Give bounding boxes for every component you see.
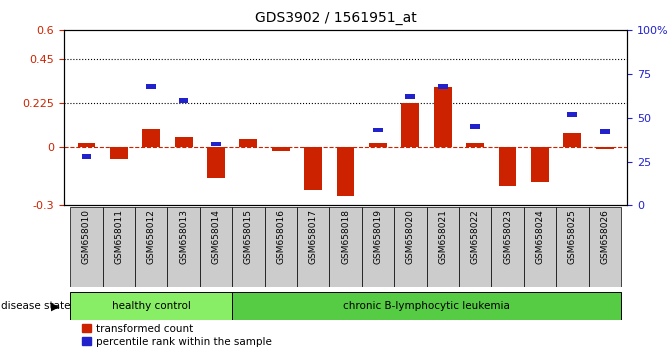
Bar — [110, 147, 127, 159]
Bar — [82, 154, 91, 159]
Text: healthy control: healthy control — [112, 301, 191, 311]
FancyBboxPatch shape — [167, 207, 200, 287]
Bar — [304, 147, 322, 190]
FancyBboxPatch shape — [70, 292, 232, 320]
FancyBboxPatch shape — [556, 207, 588, 287]
Text: chronic B-lymphocytic leukemia: chronic B-lymphocytic leukemia — [343, 301, 510, 311]
FancyBboxPatch shape — [362, 207, 394, 287]
FancyBboxPatch shape — [491, 207, 524, 287]
Text: GSM658017: GSM658017 — [309, 210, 317, 264]
FancyBboxPatch shape — [394, 207, 427, 287]
Text: GSM658026: GSM658026 — [601, 210, 609, 264]
Bar — [78, 143, 95, 147]
Bar — [596, 147, 613, 149]
Text: GSM658024: GSM658024 — [535, 210, 544, 264]
Text: GSM658021: GSM658021 — [438, 210, 448, 264]
Bar — [174, 137, 193, 147]
Bar — [470, 124, 480, 129]
Text: GSM658014: GSM658014 — [211, 210, 221, 264]
Bar — [146, 84, 156, 88]
Text: GSM658013: GSM658013 — [179, 210, 188, 264]
Bar — [240, 139, 257, 147]
FancyBboxPatch shape — [70, 207, 103, 287]
Bar — [499, 147, 517, 186]
FancyBboxPatch shape — [200, 207, 232, 287]
FancyBboxPatch shape — [459, 207, 491, 287]
Bar — [466, 143, 484, 147]
Text: GSM658016: GSM658016 — [276, 210, 285, 264]
Bar — [531, 147, 549, 182]
FancyBboxPatch shape — [524, 207, 556, 287]
Text: GSM658011: GSM658011 — [114, 210, 123, 264]
FancyBboxPatch shape — [588, 207, 621, 287]
Bar — [401, 103, 419, 147]
Bar — [373, 127, 383, 132]
Text: GSM658022: GSM658022 — [470, 210, 480, 264]
FancyBboxPatch shape — [264, 207, 297, 287]
Text: GSM658015: GSM658015 — [244, 210, 253, 264]
Bar — [207, 147, 225, 178]
Text: GSM658019: GSM658019 — [374, 210, 382, 264]
Bar — [405, 94, 415, 99]
Bar — [178, 98, 189, 103]
Text: disease state: disease state — [1, 301, 71, 311]
Text: GSM658025: GSM658025 — [568, 210, 577, 264]
Bar — [564, 133, 581, 147]
FancyBboxPatch shape — [232, 292, 621, 320]
Bar — [272, 147, 290, 151]
Bar — [434, 86, 452, 147]
FancyBboxPatch shape — [103, 207, 135, 287]
Bar — [600, 129, 609, 134]
FancyBboxPatch shape — [135, 207, 167, 287]
FancyBboxPatch shape — [329, 207, 362, 287]
Bar — [438, 84, 448, 88]
FancyBboxPatch shape — [232, 207, 264, 287]
Text: GSM658020: GSM658020 — [406, 210, 415, 264]
Legend: transformed count, percentile rank within the sample: transformed count, percentile rank withi… — [83, 324, 272, 347]
FancyBboxPatch shape — [427, 207, 459, 287]
Bar — [568, 112, 577, 116]
Text: GSM658010: GSM658010 — [82, 210, 91, 264]
FancyBboxPatch shape — [297, 207, 329, 287]
Bar — [337, 147, 354, 195]
Text: GSM658023: GSM658023 — [503, 210, 512, 264]
Bar — [369, 143, 387, 147]
Text: GSM658018: GSM658018 — [341, 210, 350, 264]
Text: GSM658012: GSM658012 — [147, 210, 156, 264]
Bar — [211, 142, 221, 147]
Text: ▶: ▶ — [50, 301, 59, 311]
Text: GDS3902 / 1561951_at: GDS3902 / 1561951_at — [254, 11, 417, 25]
Bar — [142, 130, 160, 147]
